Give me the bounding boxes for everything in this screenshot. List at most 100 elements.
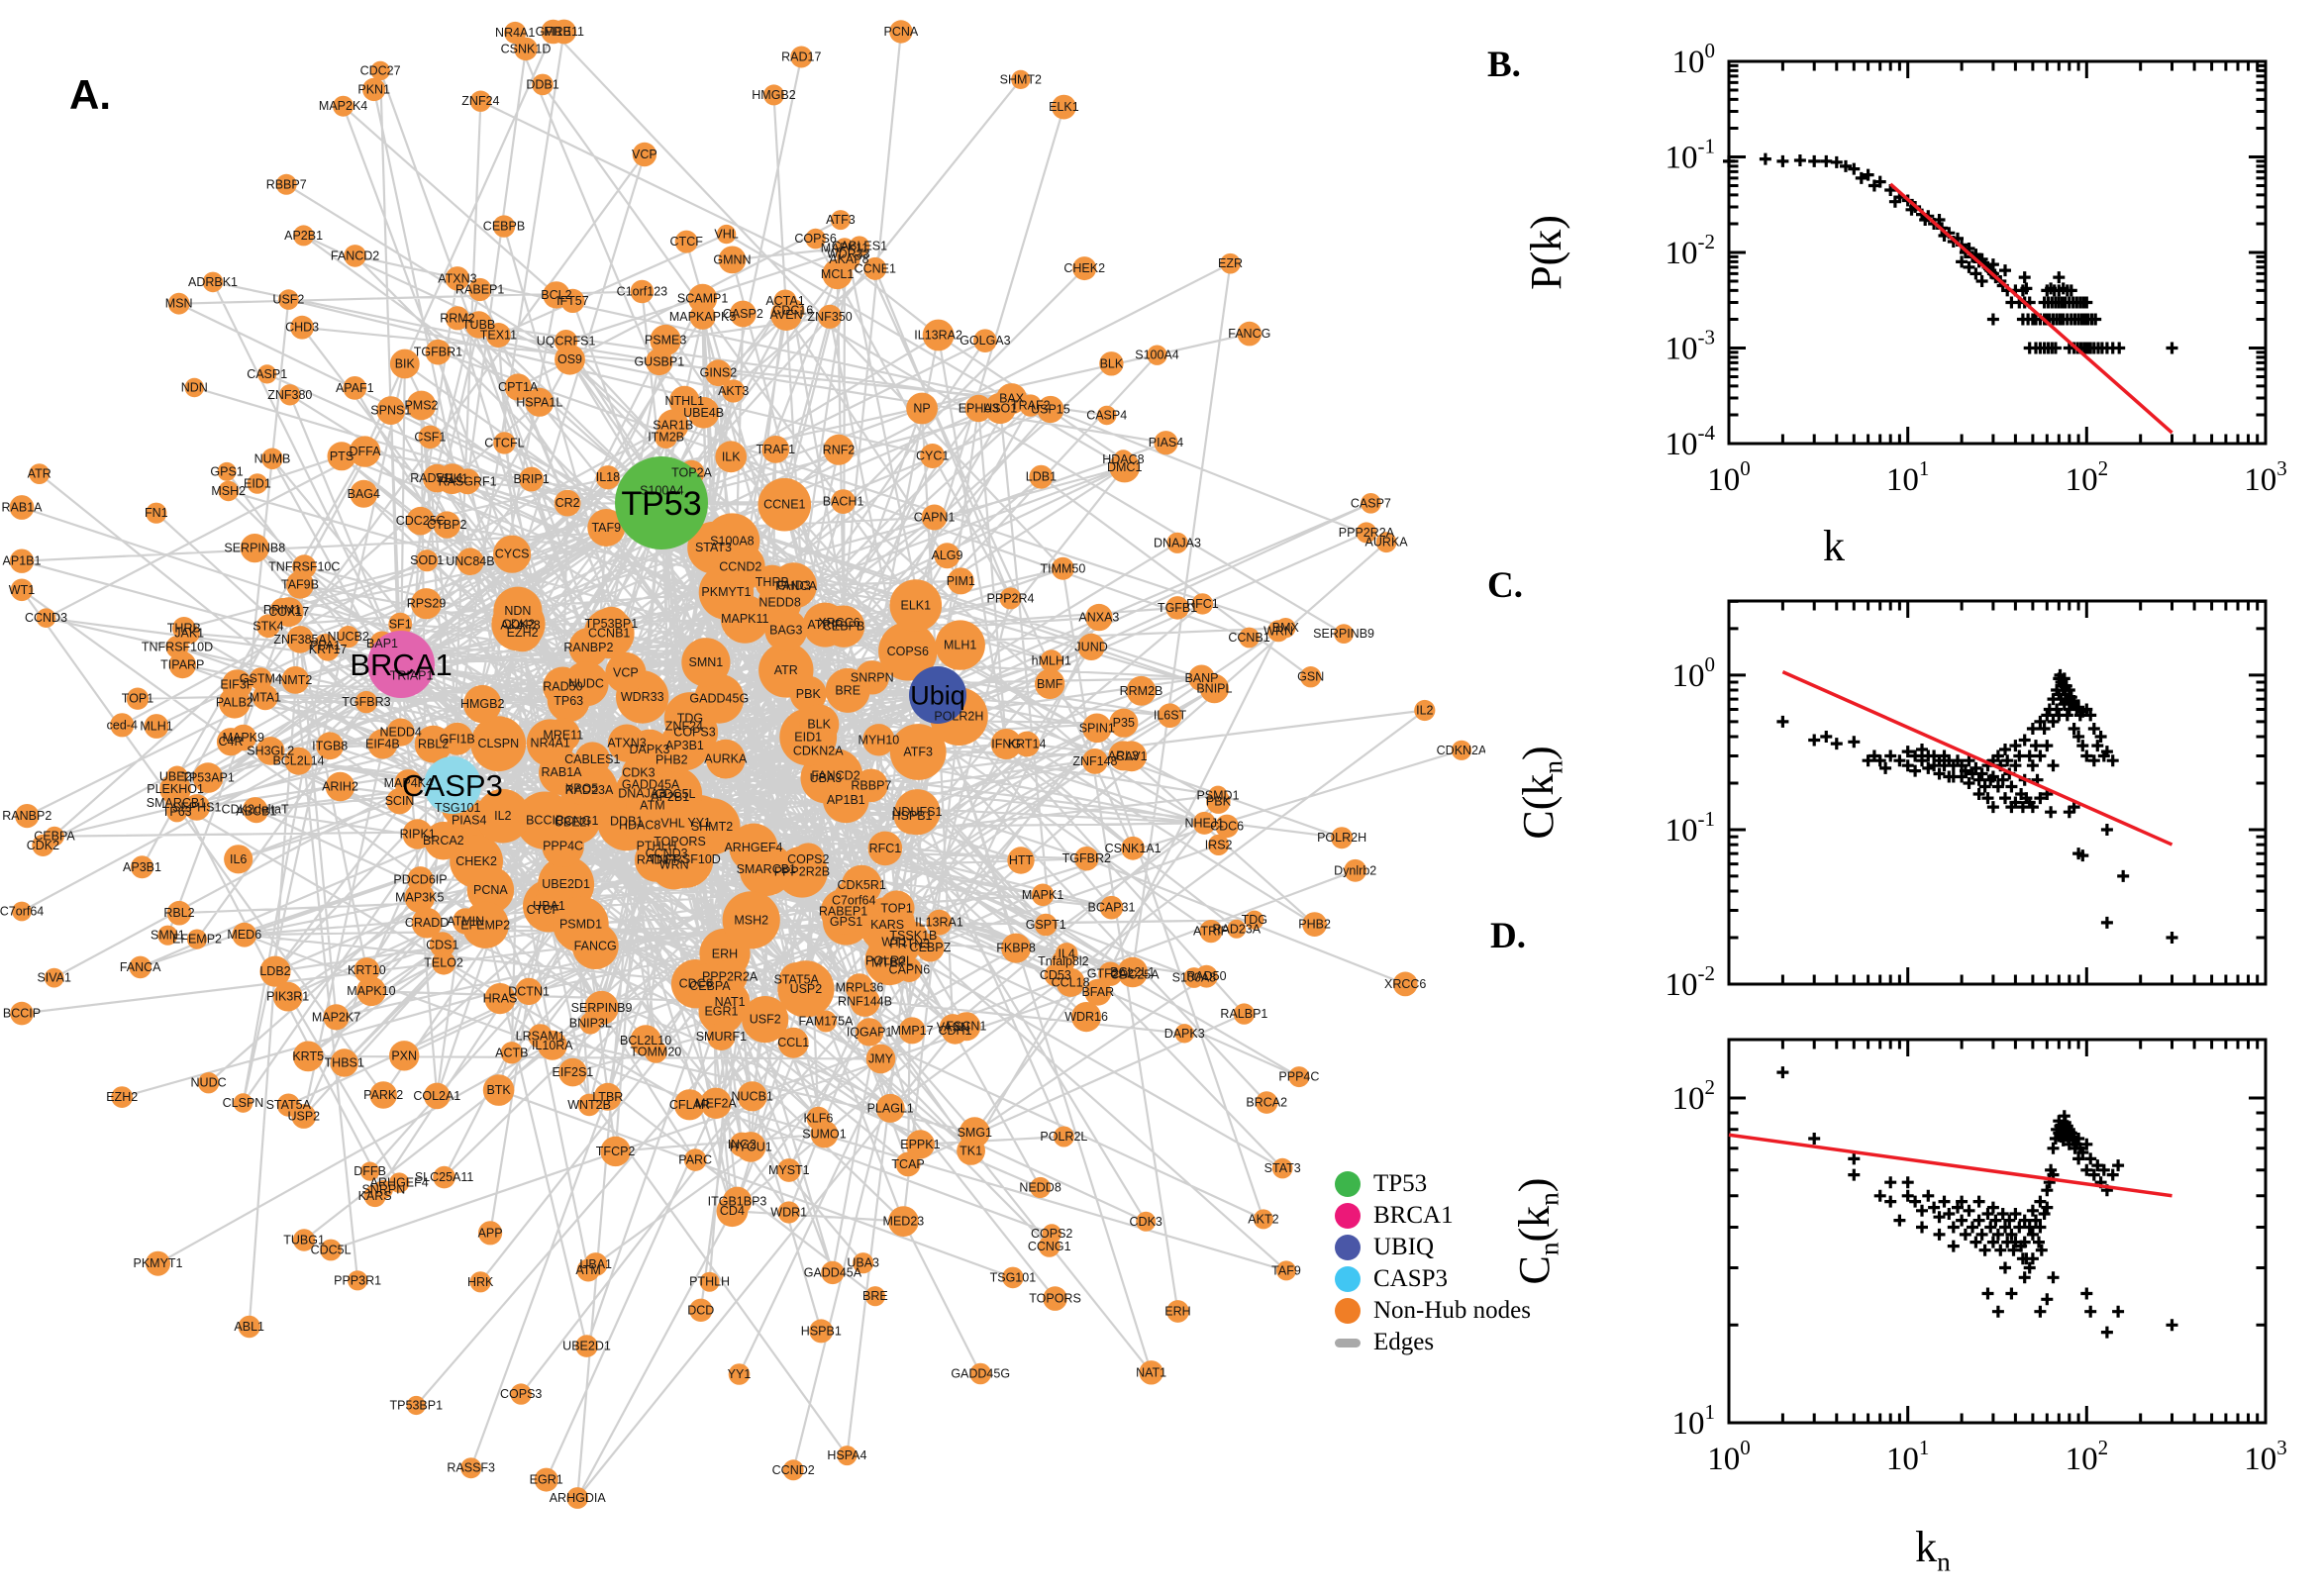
network-node <box>607 724 647 762</box>
network-node <box>1034 913 1058 937</box>
network-node <box>1188 664 1215 692</box>
network-node <box>376 396 406 425</box>
network-node-label: MTA1 <box>250 690 281 704</box>
network-node-label: BCCIP <box>526 814 563 828</box>
network-node <box>1043 1286 1067 1311</box>
network-node-label: SMARCB1 <box>737 862 796 876</box>
chart-B-frame <box>1727 59 2268 446</box>
network-node <box>1007 847 1035 874</box>
network-node-label: CCNG1 <box>1028 1240 1071 1253</box>
network-node-label: WDR16 <box>1064 1010 1108 1024</box>
network-node-label: MEF2A <box>695 1096 737 1110</box>
network-node-label: UBE2I <box>555 816 590 830</box>
network-node <box>224 845 253 874</box>
network-node-label: RAB1A <box>542 765 583 779</box>
network-node-label: BIK <box>395 357 416 371</box>
network-node-label: PKMYT1 <box>701 585 751 599</box>
network-node <box>546 718 581 752</box>
network-node-label: USP2 <box>287 1110 320 1124</box>
network-node-label: NHEJ1 <box>1185 816 1225 830</box>
network-node-label: DNAJA3 <box>1154 536 1201 549</box>
network-node-label: BAG4 <box>348 487 380 501</box>
panel-a-label: A. <box>69 71 111 118</box>
network-node <box>333 95 354 117</box>
network-node-label: ATF3 <box>903 746 933 759</box>
network-node-label: THRB <box>756 575 789 589</box>
network-node-label: TRAF1 <box>757 443 796 456</box>
network-node-label: STAT5A <box>266 1098 312 1112</box>
network-node-label: CCL18 <box>1052 975 1090 989</box>
network-node <box>454 468 480 495</box>
network-node-label: RPS29 <box>407 597 447 611</box>
network-node <box>1030 1176 1052 1199</box>
network-node-label: MAPK1 <box>1022 888 1063 902</box>
network-node-label: PMS2 <box>404 398 438 412</box>
chart-C-frame <box>1727 599 2268 986</box>
network-node <box>404 882 435 913</box>
network-node-label: ACTB <box>495 1046 528 1059</box>
network-node-label: UBA3 <box>847 1256 879 1270</box>
network-node <box>330 1048 358 1077</box>
network-node <box>167 292 190 315</box>
network-node-label: CCND2 <box>772 1463 815 1477</box>
x-tick-label: 102 <box>2066 456 2109 498</box>
network-node-label: YY1 <box>687 816 711 830</box>
network-node-label: IQGAP1 <box>847 1025 893 1039</box>
network-node-label: POLR2L <box>1040 1130 1087 1144</box>
network-node <box>416 549 439 572</box>
network-node <box>500 1042 523 1064</box>
network-node <box>996 383 1028 415</box>
chart-B-y-axis-label: P(k) <box>1522 215 1570 290</box>
network-node-label: UBE2D1 <box>562 1340 611 1353</box>
network-node <box>255 737 285 765</box>
network-node <box>111 1086 134 1108</box>
network-node-label: BRCA2 <box>1246 1096 1287 1110</box>
network-node-label: CDS1 <box>426 938 458 951</box>
network-node-label: MTBP <box>871 955 906 969</box>
network-node-label: ARL3 <box>1108 748 1139 762</box>
network-node <box>275 173 297 195</box>
network-node-label: USO1 <box>983 401 1017 415</box>
network-node-label: SPIN1 <box>1079 721 1115 735</box>
network-node-label: BCL2L1 <box>1110 965 1155 979</box>
network-node-label: BAP1 <box>366 637 398 650</box>
network-node <box>579 1012 602 1035</box>
network-node-label: HSPA1L <box>516 395 562 409</box>
network-node <box>906 392 938 425</box>
network-node <box>1220 252 1241 274</box>
network-node <box>600 1136 631 1167</box>
hub-label-brca1: BRCA1 <box>350 648 452 682</box>
network-node-label: APAF1 <box>336 381 374 395</box>
network-node <box>1116 741 1148 772</box>
network-node-label: ITGB1BP3 <box>708 1194 767 1208</box>
network-node-label: MRE11 <box>544 25 584 39</box>
network-node-label: RAD50 <box>1186 969 1226 983</box>
network-node <box>1001 933 1032 963</box>
network-node-label: NDUFS1 <box>892 805 942 819</box>
network-node <box>36 608 56 628</box>
network-node <box>823 434 855 465</box>
network-node <box>1166 1300 1189 1323</box>
network-node-label: OS9 <box>557 352 582 366</box>
network-node <box>432 950 456 975</box>
network-node-label: MSH2 <box>734 913 768 927</box>
network-node-label: SMN1 <box>151 929 185 943</box>
network-node-label: LTBR <box>592 1090 623 1104</box>
network-node <box>363 1184 386 1208</box>
network-node-label: EIF2S1 <box>553 1065 594 1079</box>
network-node-label: HYOU1 <box>730 1140 772 1153</box>
network-node-label: CPT1A <box>498 380 539 394</box>
network-node <box>482 1074 515 1106</box>
network-node-label: ATM <box>640 798 664 812</box>
network-node-label: TUBB <box>462 318 495 332</box>
chart-C-y-axis-label: C(kn​) <box>1514 746 1568 839</box>
network-node <box>888 1206 919 1237</box>
chart-D-fit-line <box>1728 1133 2172 1198</box>
network-node-label: GADD45G <box>951 1367 1010 1381</box>
network-node-label: CASP2 <box>723 307 763 321</box>
network-node <box>1014 731 1040 757</box>
network-node <box>323 1004 350 1031</box>
network-node-label: Tnfaip8l2 <box>1038 954 1088 968</box>
network-node-label: BTK <box>486 1083 511 1097</box>
network-node <box>1136 1211 1157 1232</box>
